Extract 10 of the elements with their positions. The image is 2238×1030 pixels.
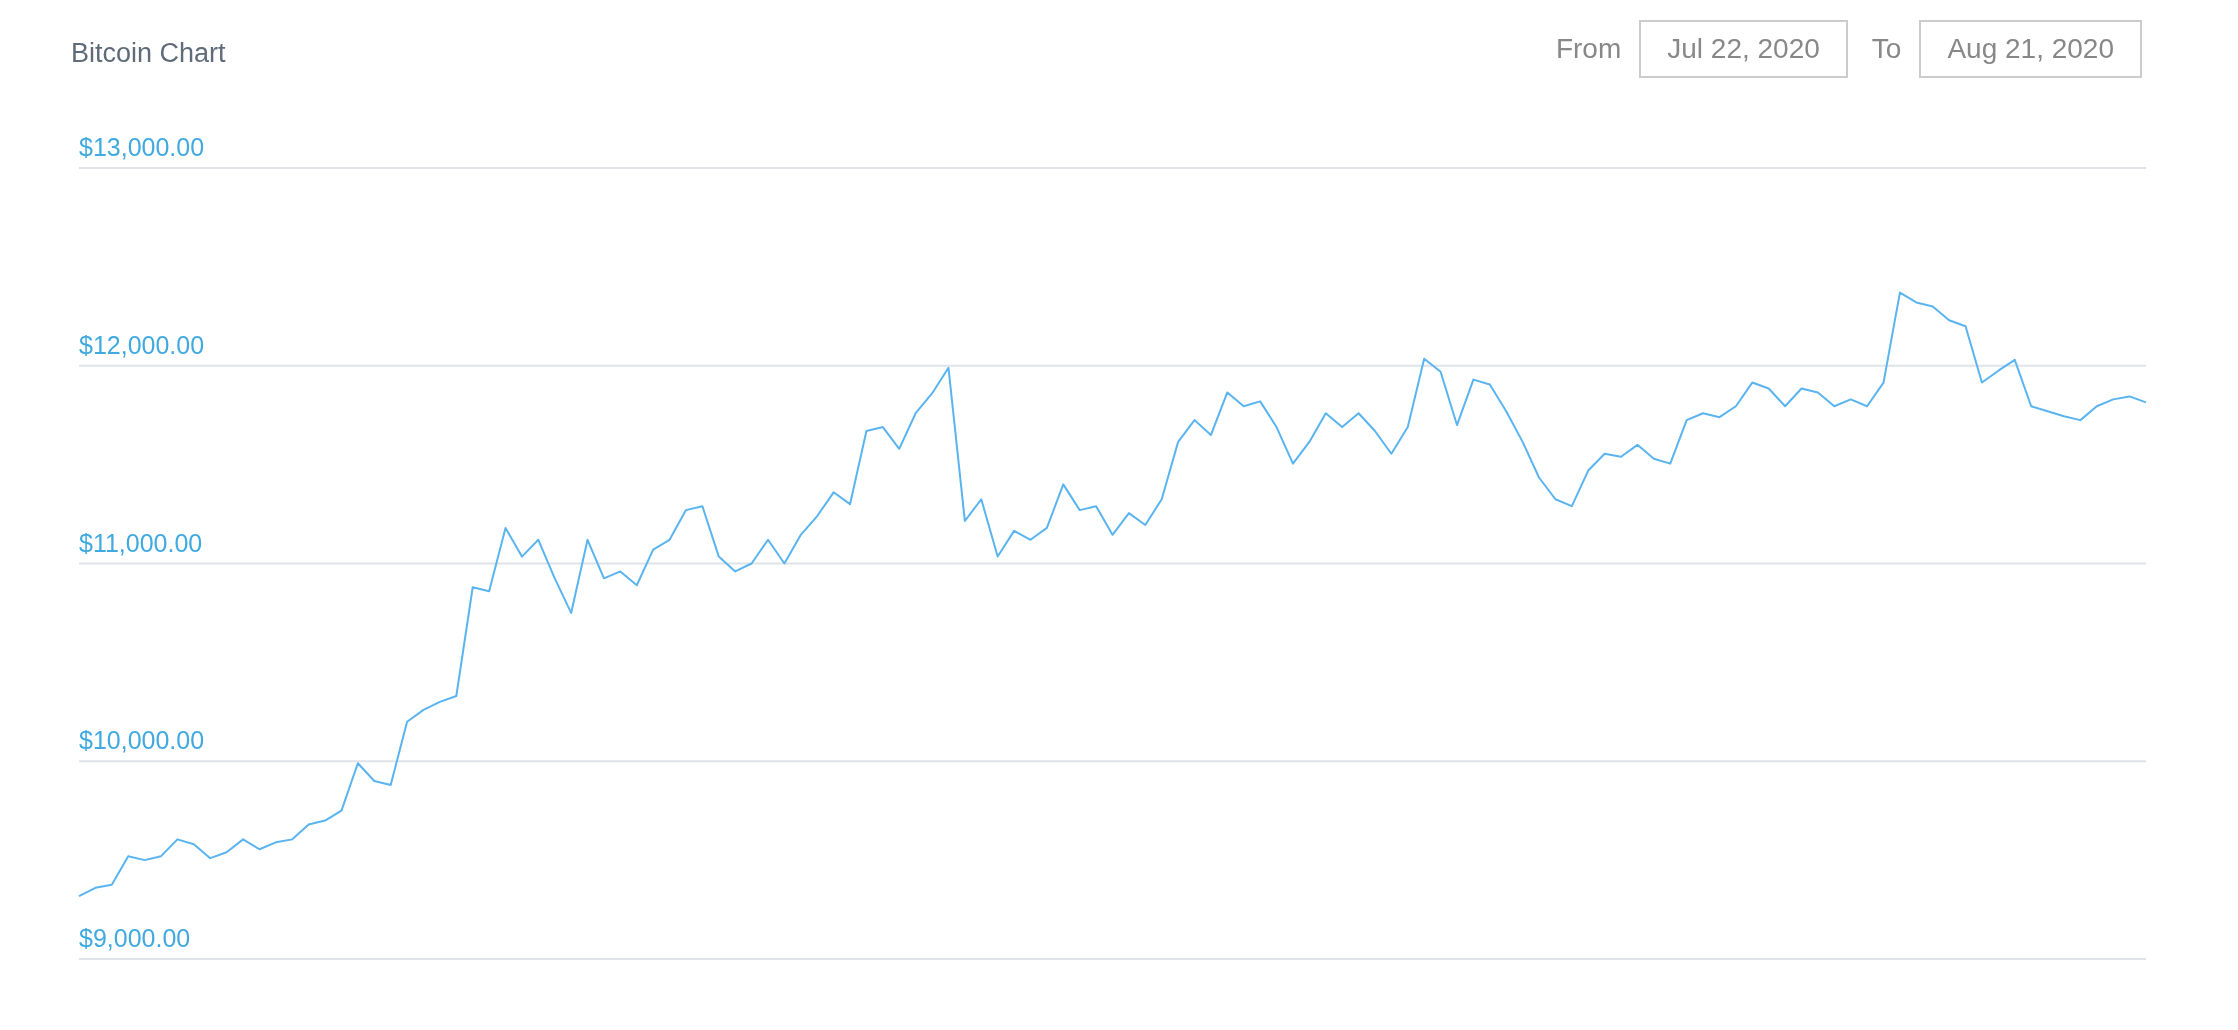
y-tick-label: $9,000.00: [79, 924, 191, 952]
text: Jul 22, 2020: [1639, 20, 1848, 78]
y-tick-label: $10,000.00: [79, 726, 205, 755]
text: To: [1871, 33, 1902, 65]
y-tick-label: $13,000.00: [79, 133, 205, 161]
y-tick-label: $12,000.00: [79, 330, 205, 359]
chart-title: Bitcoin Chart: [71, 38, 226, 69]
y-tick-label: $11,000.00: [79, 528, 203, 557]
text: From: [1555, 33, 1622, 65]
text: Aug 21, 2020: [1919, 20, 2142, 78]
